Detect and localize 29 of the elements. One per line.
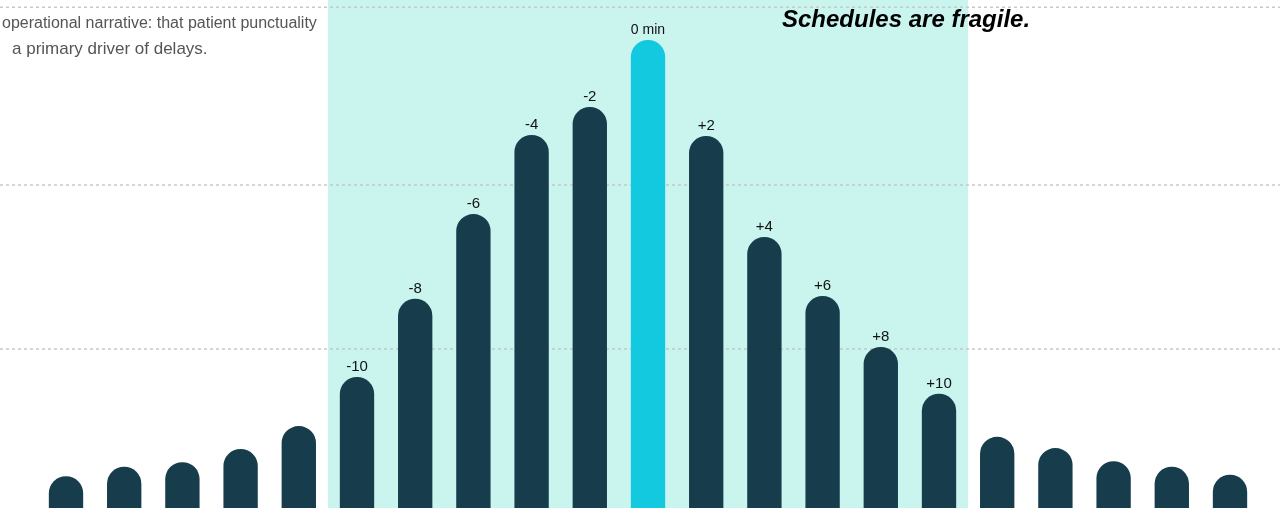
bar	[223, 449, 258, 508]
x-tick-label: +6	[814, 276, 832, 293]
bar	[630, 40, 666, 508]
x-tick-label: +4	[755, 217, 773, 235]
bar	[980, 436, 1015, 508]
bar	[689, 135, 724, 508]
text: Schedules are fragile.	[782, 5, 1031, 32]
bar	[1038, 448, 1073, 508]
x-tick-label: +8	[872, 327, 890, 345]
annotation: a primary driver of delays.	[12, 39, 208, 58]
bar	[921, 393, 957, 508]
bar	[339, 376, 375, 508]
x-tick-label: 0 min	[630, 21, 666, 38]
bar	[572, 106, 607, 508]
x-tick-label: +10	[926, 373, 952, 391]
bar	[514, 135, 549, 508]
x-tick-label: -2	[583, 86, 597, 104]
text: operational narrative: that patient punctuality	[2, 14, 317, 31]
bar	[281, 426, 316, 508]
x-tick-label: +2	[697, 115, 715, 133]
x-tick-label: -4	[524, 115, 539, 132]
x-tick-label: -6	[466, 194, 481, 212]
bar	[863, 347, 898, 508]
bar	[747, 237, 782, 508]
bar	[805, 296, 840, 508]
x-tick-label: -8	[408, 278, 422, 296]
bar	[456, 214, 491, 508]
bar	[398, 298, 433, 508]
x-tick-label: -10	[346, 356, 368, 374]
